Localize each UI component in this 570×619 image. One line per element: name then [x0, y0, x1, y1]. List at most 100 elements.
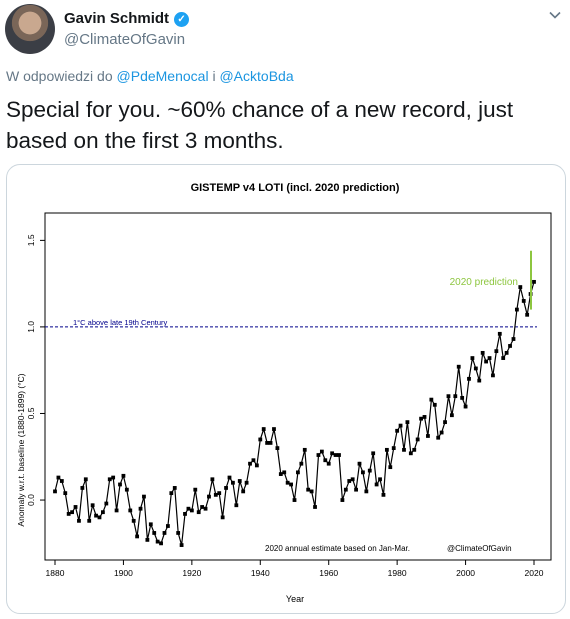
annotation-credit: @ClimateOfGavin — [447, 544, 512, 553]
data-point — [309, 489, 314, 494]
data-point — [432, 402, 437, 407]
data-point — [152, 531, 157, 535]
data-point — [473, 366, 478, 371]
reference-line-label: 1°C above late 19th Century — [73, 318, 168, 327]
y-tick-label: 0.0 — [26, 494, 36, 506]
plot-frame — [44, 212, 552, 561]
y-axis-label: Anomaly w.r.t. baseline (1880-1899) (°C) — [16, 373, 26, 526]
chevron-down-icon[interactable] — [548, 8, 562, 22]
data-point — [254, 463, 259, 468]
data-point — [285, 480, 290, 485]
data-point — [210, 477, 215, 482]
data-point — [419, 416, 423, 421]
data-point — [361, 470, 365, 475]
data-point — [63, 491, 68, 496]
reply-link-user2[interactable]: @AcktoBda — [219, 68, 294, 84]
data-point — [371, 451, 376, 456]
data-point — [94, 513, 98, 518]
data-point — [179, 543, 184, 547]
data-point — [514, 307, 519, 312]
data-point — [189, 508, 194, 513]
data-point — [138, 506, 143, 511]
y-tick-label: 0.5 — [26, 407, 36, 419]
data-point — [200, 505, 205, 509]
data-point — [470, 356, 475, 360]
data-point — [316, 453, 321, 457]
data-point — [224, 486, 228, 490]
data-point — [302, 447, 307, 452]
x-tick-label: 1900 — [114, 568, 133, 578]
data-point — [340, 498, 345, 502]
data-point — [439, 430, 444, 435]
data-point — [354, 487, 358, 492]
data-point — [504, 350, 509, 355]
reply-joiner: i — [212, 68, 216, 84]
data-point — [426, 434, 430, 438]
data-point — [299, 461, 304, 466]
data-point — [142, 494, 146, 499]
data-point — [131, 518, 136, 523]
data-point — [258, 437, 263, 442]
data-point — [66, 512, 71, 516]
data-point — [477, 378, 482, 383]
data-point — [313, 505, 317, 509]
data-point — [272, 427, 276, 431]
data-point — [460, 395, 465, 400]
data-point — [217, 491, 222, 496]
data-point — [162, 531, 167, 535]
x-tick-label: 2000 — [456, 568, 475, 578]
data-point — [90, 503, 95, 508]
data-point — [402, 447, 406, 452]
data-point — [357, 461, 362, 466]
data-point — [343, 487, 348, 492]
data-point — [463, 404, 468, 409]
avatar[interactable] — [5, 4, 55, 54]
reply-prefix: W odpowiedzi do — [6, 68, 113, 84]
data-point — [268, 441, 273, 445]
data-point — [449, 413, 454, 418]
reply-link-user1[interactable]: @PdeMenocal — [116, 68, 209, 84]
data-point — [128, 508, 133, 513]
data-point — [121, 473, 126, 478]
data-point — [172, 486, 177, 490]
data-point — [364, 489, 369, 494]
annotation-estimate: 2020 annual estimate based on Jan-Mar. — [265, 544, 410, 553]
data-point — [333, 453, 338, 457]
data-point — [145, 537, 150, 542]
author-handle[interactable]: @ClimateOfGavin — [64, 31, 186, 48]
data-point — [176, 531, 181, 535]
data-point — [381, 492, 386, 497]
data-point — [73, 505, 78, 509]
data-point — [231, 480, 235, 485]
tweet-media[interactable]: GISTEMP v4 LOTI (incl. 2020 prediction) … — [6, 164, 566, 614]
data-point — [388, 465, 393, 470]
author-name[interactable]: Gavin Schmidt — [64, 10, 170, 27]
data-point — [213, 492, 218, 497]
data-point — [169, 491, 174, 496]
data-point — [53, 489, 57, 494]
data-point — [104, 501, 109, 506]
data-point — [374, 482, 379, 487]
data-point — [135, 534, 140, 539]
data-point — [326, 461, 331, 466]
author-name-row[interactable]: Gavin Schmidt ✓ — [64, 10, 190, 27]
data-point — [148, 522, 153, 527]
data-point — [186, 506, 191, 511]
data-point — [207, 494, 211, 499]
data-point — [497, 331, 502, 336]
data-point — [101, 510, 105, 515]
x-axis-label: Year — [286, 594, 304, 604]
data-point — [378, 477, 382, 482]
data-point — [480, 350, 485, 355]
x-tick-label: 1940 — [251, 568, 270, 578]
x-tick-label: 1960 — [319, 568, 338, 578]
x-tick-label: 2020 — [525, 568, 544, 578]
data-point — [203, 506, 208, 511]
data-point — [282, 470, 287, 475]
data-point — [494, 349, 499, 354]
data-point — [56, 475, 61, 480]
data-point — [398, 423, 403, 428]
data-point — [508, 344, 512, 348]
data-point — [77, 518, 81, 523]
prediction-point — [532, 279, 536, 284]
